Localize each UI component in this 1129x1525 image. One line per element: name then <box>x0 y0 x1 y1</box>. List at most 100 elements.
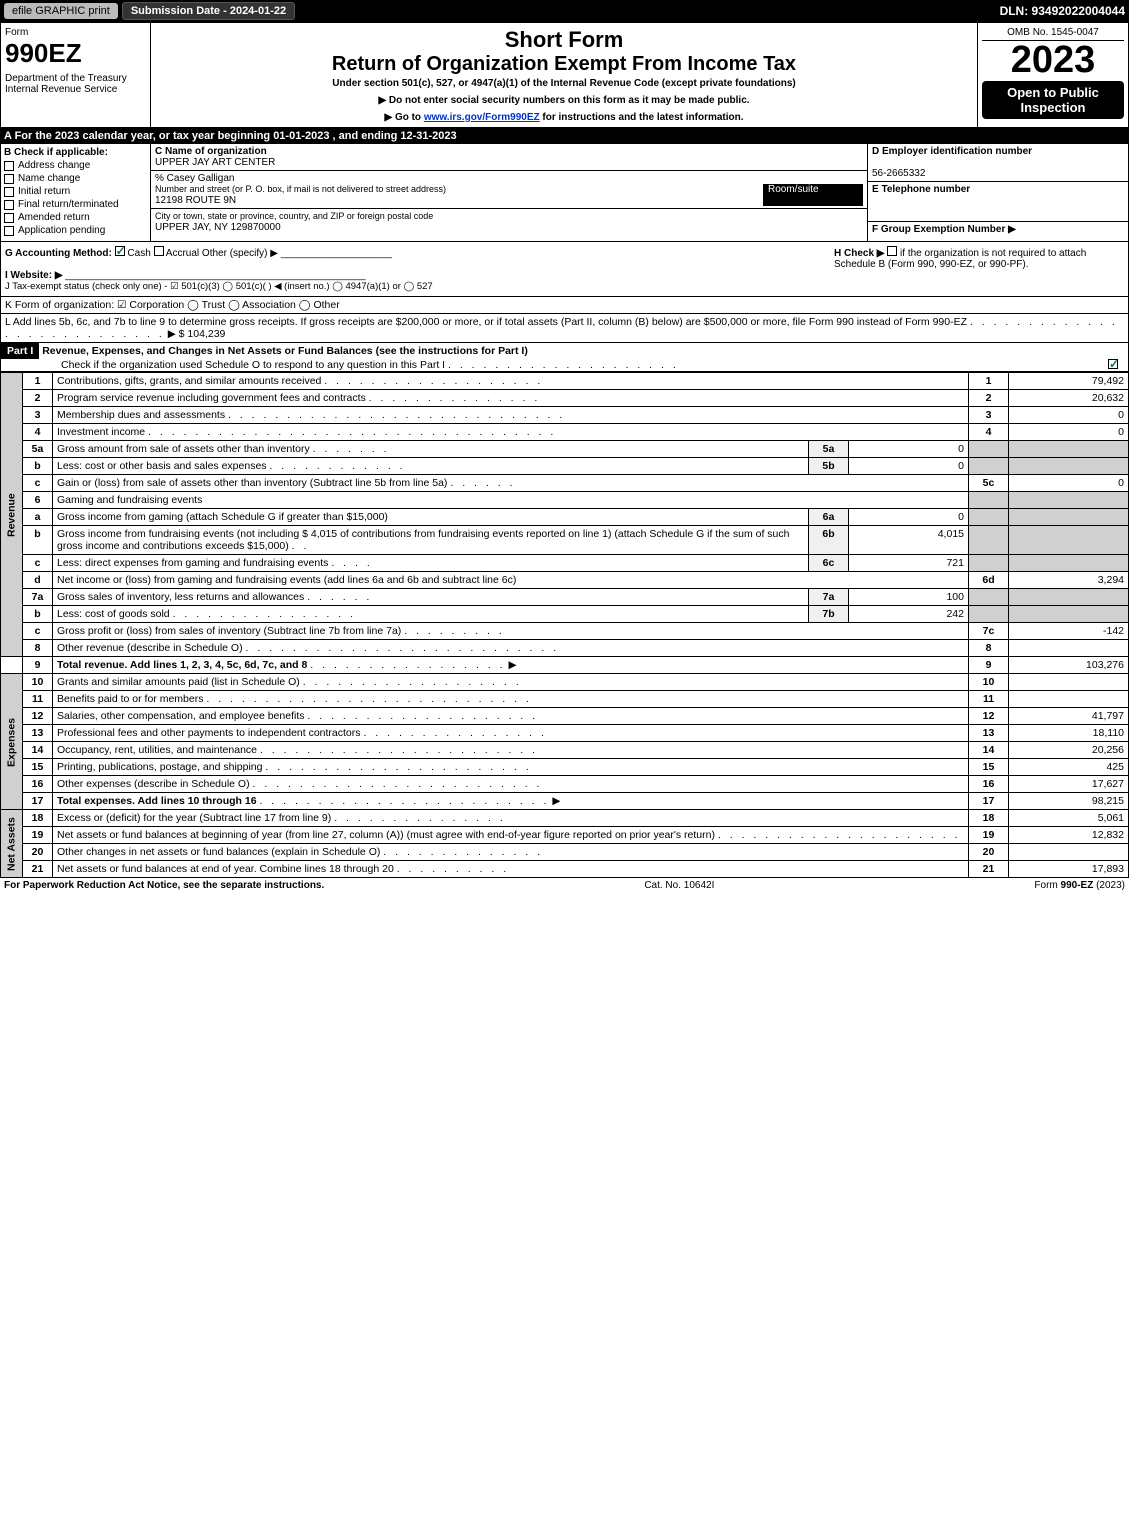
department: Department of the Treasury Internal Reve… <box>5 73 146 95</box>
line-21-num: 21 <box>969 861 1009 878</box>
line-6c-text: Less: direct expenses from gaming and fu… <box>57 557 328 569</box>
line-10-num: 10 <box>969 674 1009 691</box>
tax-year: 2023 <box>982 41 1124 79</box>
line-7b-subval: 242 <box>849 606 969 623</box>
part1-schedule-o-checkbox[interactable] <box>1108 359 1118 369</box>
return-title: Return of Organization Exempt From Incom… <box>159 53 969 76</box>
line-5b-text: Less: cost or other basis and sales expe… <box>57 460 267 472</box>
application-pending-label: Application pending <box>18 225 105 236</box>
line-15-text: Printing, publications, postage, and shi… <box>57 761 262 773</box>
line-6d-val: 3,294 <box>1009 572 1129 589</box>
accrual-label: Accrual <box>166 248 199 259</box>
instruction-2: ▶ Go to www.irs.gov/Form990EZ for instru… <box>159 112 969 123</box>
line-11-text: Benefits paid to or for members <box>57 693 203 705</box>
line-20-text: Other changes in net assets or fund bala… <box>57 846 380 858</box>
footer-left: For Paperwork Reduction Act Notice, see … <box>4 880 324 891</box>
final-return-checkbox[interactable] <box>4 200 14 210</box>
section-a: A For the 2023 calendar year, or tax yea… <box>0 128 1129 144</box>
org-name: UPPER JAY ART CENTER <box>155 157 275 168</box>
line-8-val <box>1009 640 1129 657</box>
application-pending-checkbox[interactable] <box>4 226 14 236</box>
instruction-1: ▶ Do not enter social security numbers o… <box>159 95 969 106</box>
line-7c-text: Gross profit or (loss) from sales of inv… <box>57 625 401 637</box>
expenses-side-label: Expenses <box>1 674 23 810</box>
line-6-text: Gaming and fundraising events <box>53 492 969 509</box>
line-16-text: Other expenses (describe in Schedule O) <box>57 778 250 790</box>
row-k: K Form of organization: ☑ Corporation ◯ … <box>0 297 1129 314</box>
initial-return-checkbox[interactable] <box>4 187 14 197</box>
line-3-val: 0 <box>1009 407 1129 424</box>
efile-label[interactable]: efile GRAPHIC print <box>4 3 118 19</box>
line-7c-val: -142 <box>1009 623 1129 640</box>
row-l-text: L Add lines 5b, 6c, and 7b to line 9 to … <box>5 316 967 328</box>
line-18-val: 5,061 <box>1009 810 1129 827</box>
irs-link[interactable]: www.irs.gov/Form990EZ <box>424 112 540 123</box>
part-1-check-text: Check if the organization used Schedule … <box>1 359 445 371</box>
footer-center: Cat. No. 10642I <box>644 880 714 891</box>
accrual-checkbox[interactable] <box>154 246 164 256</box>
line-14-num: 14 <box>969 742 1009 759</box>
subtitle: Under section 501(c), 527, or 4947(a)(1)… <box>159 78 969 89</box>
initial-return-label: Initial return <box>18 186 70 197</box>
final-return-label: Final return/terminated <box>18 199 119 210</box>
care-of: % Casey Galligan <box>155 173 234 184</box>
cash-checkbox[interactable] <box>115 246 125 256</box>
line-3-text: Membership dues and assessments <box>57 409 225 421</box>
line-14-text: Occupancy, rent, utilities, and maintena… <box>57 744 257 756</box>
line-1-num: 1 <box>969 373 1009 390</box>
line-19-val: 12,832 <box>1009 827 1129 844</box>
name-change-checkbox[interactable] <box>4 174 14 184</box>
street-label: Number and street (or P. O. box, if mail… <box>155 184 446 194</box>
line-9-num: 9 <box>969 657 1009 674</box>
other-method-label: Other (specify) ▶ <box>202 248 278 259</box>
line-6c-sub: 6c <box>809 555 849 572</box>
line-20-val <box>1009 844 1129 861</box>
line-5b-sub: 5b <box>809 458 849 475</box>
org-name-label: C Name of organization <box>155 146 267 157</box>
line-4-val: 0 <box>1009 424 1129 441</box>
col-b-header: B Check if applicable: <box>4 147 147 158</box>
ein-value: 56-2665332 <box>872 168 925 179</box>
line-13-text: Professional fees and other payments to … <box>57 727 361 739</box>
line-8-num: 8 <box>969 640 1009 657</box>
line-19-text: Net assets or fund balances at beginning… <box>57 829 715 841</box>
tax-exempt-status: J Tax-exempt status (check only one) - ☑… <box>5 281 433 292</box>
line-9-val: 103,276 <box>1009 657 1129 674</box>
line-6a-sub: 6a <box>809 509 849 526</box>
address-change-checkbox[interactable] <box>4 161 14 171</box>
main-table: Revenue 1Contributions, gifts, grants, a… <box>0 372 1129 878</box>
line-7b-sub: 7b <box>809 606 849 623</box>
line-1-val: 79,492 <box>1009 373 1129 390</box>
line-6d-num: 6d <box>969 572 1009 589</box>
line-8-text: Other revenue (describe in Schedule O) <box>57 642 243 654</box>
line-4-num: 4 <box>969 424 1009 441</box>
line-6a-text: Gross income from gaming (attach Schedul… <box>57 511 388 523</box>
column-b: B Check if applicable: Address change Na… <box>1 144 151 241</box>
submission-date: Submission Date - 2024-01-22 <box>122 2 295 20</box>
line-5a-text: Gross amount from sale of assets other t… <box>57 443 310 455</box>
h-checkbox[interactable] <box>887 246 897 256</box>
website-label: I Website: ▶ <box>5 270 63 281</box>
line-5b-subval: 0 <box>849 458 969 475</box>
accounting-method-label: G Accounting Method: <box>5 248 112 259</box>
name-change-label: Name change <box>18 173 80 184</box>
dln: DLN: 93492022004044 <box>1000 4 1125 18</box>
line-2-num: 2 <box>969 390 1009 407</box>
line-18-num: 18 <box>969 810 1009 827</box>
part-1-header-row: Part I Revenue, Expenses, and Changes in… <box>0 343 1129 372</box>
line-5a-subval: 0 <box>849 441 969 458</box>
amended-return-checkbox[interactable] <box>4 213 14 223</box>
line-5c-text: Gain or (loss) from sale of assets other… <box>57 477 447 489</box>
address-change-label: Address change <box>18 160 90 171</box>
line-7a-text: Gross sales of inventory, less returns a… <box>57 591 304 603</box>
line-6b-sub: 6b <box>809 526 849 555</box>
line-6b-subval: 4,015 <box>849 526 969 555</box>
line-15-val: 425 <box>1009 759 1129 776</box>
line-5c-val: 0 <box>1009 475 1129 492</box>
footer: For Paperwork Reduction Act Notice, see … <box>0 878 1129 893</box>
line-6d-text: Net income or (loss) from gaming and fun… <box>57 574 516 586</box>
line-11-val <box>1009 691 1129 708</box>
city-label: City or town, state or province, country… <box>155 211 433 221</box>
ein-label: D Employer identification number <box>872 146 1032 157</box>
line-13-num: 13 <box>969 725 1009 742</box>
